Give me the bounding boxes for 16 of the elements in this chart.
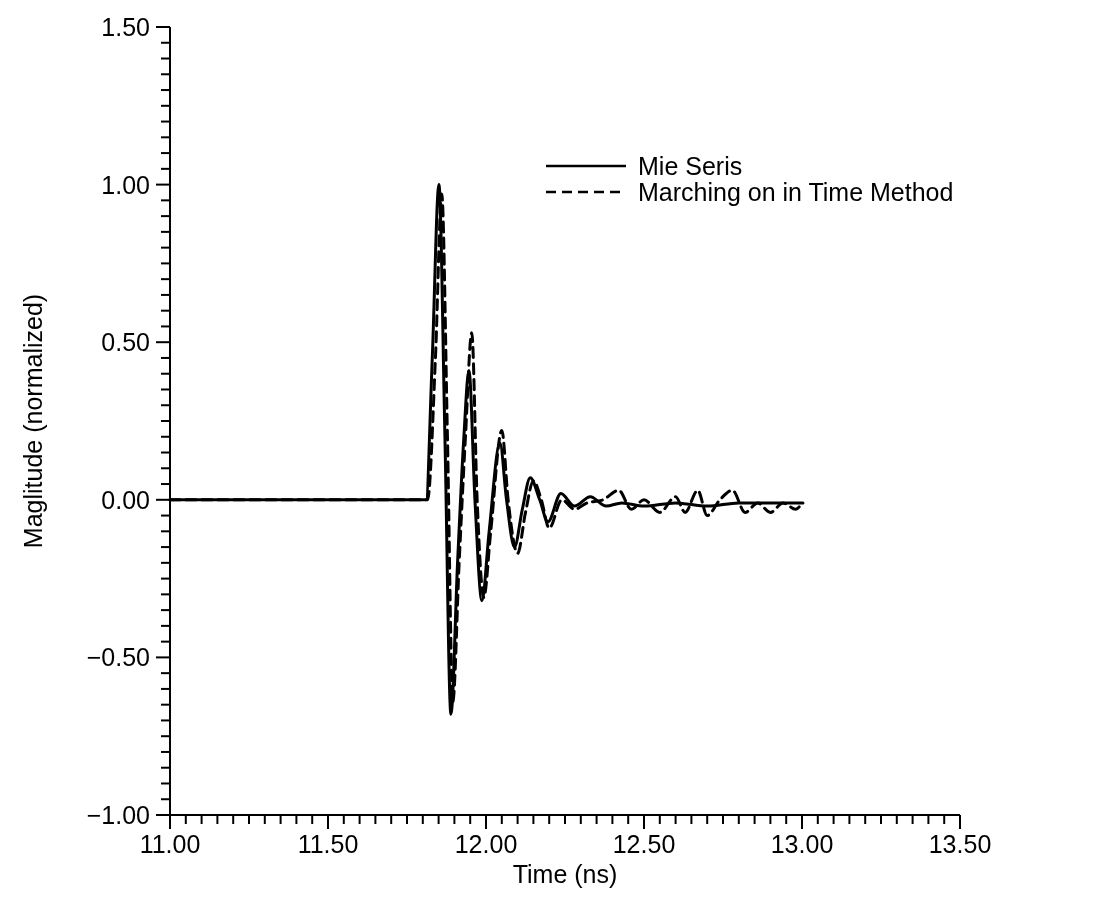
x-tick-label: 12.00 — [454, 830, 518, 858]
x-tick-label: 11.50 — [297, 830, 359, 858]
x-tick-label: 13.00 — [770, 830, 834, 858]
y-axis-title: Maglitude (normalized) — [19, 293, 47, 549]
y-tick-label: −1.00 — [86, 801, 150, 829]
x-tick-label: 11.00 — [139, 830, 201, 858]
y-tick-label: 0.00 — [101, 485, 150, 514]
x-tick-label: 13.50 — [928, 830, 992, 858]
y-tick-label: 0.50 — [101, 328, 150, 357]
legend-label: Mie Seris — [638, 152, 743, 180]
x-tick-label: 12.50 — [612, 830, 676, 858]
legend-label: Marching on in Time Method — [638, 178, 954, 206]
y-tick-label: 1.50 — [101, 13, 150, 41]
y-tick-label: 1.00 — [101, 170, 150, 199]
y-tick-label: −0.50 — [86, 643, 150, 672]
x-axis-title: Time (ns) — [512, 860, 618, 888]
